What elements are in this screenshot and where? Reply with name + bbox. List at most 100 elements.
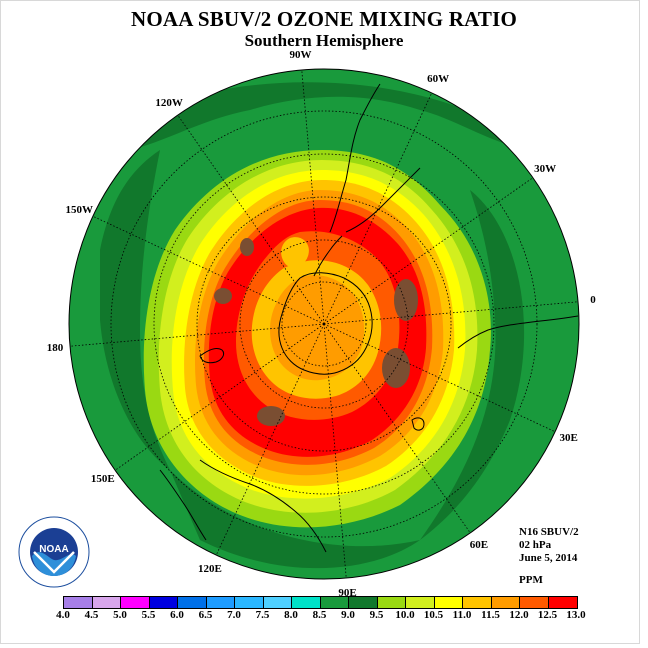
unit-label: PPM xyxy=(519,574,543,586)
colorbar-cell xyxy=(320,597,349,608)
lon-label-30e: 30E xyxy=(559,432,578,445)
meridian-150e xyxy=(114,323,325,471)
antarctic-peninsula-coast xyxy=(313,235,343,277)
map-title: NOAA SBUV/2 OZONE MIXING RATIO xyxy=(131,7,517,31)
globe-outline xyxy=(68,68,580,580)
colorbar-tick-label: 9.5 xyxy=(369,609,384,621)
colorbar-tick-label: 11.0 xyxy=(452,609,472,621)
colorbar-cell xyxy=(178,597,207,608)
lon-label-180: 180 xyxy=(46,341,64,354)
meridians xyxy=(69,69,579,579)
colorbar-cell xyxy=(263,597,292,608)
colorbar-cell xyxy=(121,597,150,608)
date-label: June 5, 2014 xyxy=(519,552,578,564)
colorbar-tick-label: 12.0 xyxy=(509,609,529,621)
colorbar-tick-label: 9.0 xyxy=(341,609,355,621)
colorbar-tick-label: 8.0 xyxy=(284,609,298,621)
region-dark-green-right xyxy=(420,190,525,540)
colorbar-cell xyxy=(520,597,549,608)
meridian-30w xyxy=(323,177,534,325)
meridian-60e xyxy=(323,323,471,534)
colorbar-tick-label: 8.5 xyxy=(312,609,327,621)
colorbar-cell xyxy=(377,597,406,608)
maximum-spot-2 xyxy=(214,288,232,304)
polar-core-11-0 xyxy=(281,237,309,268)
australia-coast-west xyxy=(159,469,207,541)
colorbar-tick-label: 4.0 xyxy=(56,609,70,621)
antarctica-coast xyxy=(278,272,373,375)
coastlines xyxy=(159,83,579,553)
lon-label-90w: 90W xyxy=(289,49,312,62)
region-dark-green-bottom xyxy=(170,470,420,569)
maximum-spot-3 xyxy=(394,279,418,321)
info-block: N16 SBUV/2 02 hPa June 5, 2014 xyxy=(519,526,579,565)
colorbar-tick-label: 11.5 xyxy=(481,609,500,621)
colorbar-cell xyxy=(434,597,463,608)
lon-label-150e: 150E xyxy=(90,472,115,485)
meridian-30e xyxy=(323,323,556,433)
colorbar-cell xyxy=(349,597,378,608)
colorbar-tick-label: 7.5 xyxy=(255,609,270,621)
colorbar-tick-label: 6.0 xyxy=(170,609,184,621)
latitude-ring-2 xyxy=(239,239,409,409)
maximum-spot-5 xyxy=(257,406,285,426)
new-zealand-coast xyxy=(199,347,225,364)
polar-core-11-5-inner xyxy=(270,275,365,381)
meridian-180 xyxy=(69,323,325,347)
colorbar-tick-label: 5.0 xyxy=(113,609,127,621)
meridian-120e xyxy=(215,323,325,556)
latitude-ring-5 xyxy=(110,110,538,538)
colorbar-cell xyxy=(235,597,264,608)
noaa-logo-text: NOAA xyxy=(39,544,68,555)
meridian-90w xyxy=(301,69,325,325)
maximum-spot-1 xyxy=(240,238,254,256)
colorbar-tick-label: 13.0 xyxy=(566,609,586,621)
colorbar-cell xyxy=(92,597,121,608)
colorbar-cell xyxy=(64,597,93,608)
colorbar-tick-label: 6.5 xyxy=(198,609,213,621)
south-america-coast xyxy=(329,83,381,233)
lon-label-60e: 60E xyxy=(469,539,489,552)
noaa-logo: NOAA xyxy=(18,516,90,588)
latitude-ring-3 xyxy=(196,196,452,452)
meridian-0 xyxy=(323,301,579,325)
colorbar-cell xyxy=(406,597,435,608)
region-dark-green-top xyxy=(130,82,540,150)
colorbar xyxy=(63,596,578,609)
south-america-coast-east xyxy=(345,167,421,233)
colorbar-cell xyxy=(149,597,178,608)
meridian-120w xyxy=(177,114,325,325)
graticule xyxy=(69,69,579,579)
colorbar-tick-label: 10.0 xyxy=(395,609,415,621)
meridian-150w xyxy=(92,215,325,325)
colorbar-tick-label: 12.5 xyxy=(537,609,558,621)
latitude-ring-1 xyxy=(281,281,367,367)
australia-coast xyxy=(199,459,327,553)
lon-label-120w: 120W xyxy=(155,96,183,109)
colorbar-tick-label: 7.0 xyxy=(227,609,241,621)
instrument-label: N16 SBUV/2 xyxy=(519,526,579,538)
colorbar-cell xyxy=(463,597,492,608)
lon-label-150w: 150W xyxy=(65,203,94,216)
lon-label-0: 0 xyxy=(590,294,596,307)
ozone-contours xyxy=(69,69,579,579)
pressure-level-label: 02 hPa xyxy=(519,539,552,551)
africa-coast xyxy=(457,315,579,349)
colorbar-cell xyxy=(491,597,520,608)
colorbar-tick-label: 10.5 xyxy=(423,609,444,621)
lon-label-120e: 120E xyxy=(197,562,222,575)
colorbar-tick-label: 5.5 xyxy=(141,609,156,621)
colorbar-cell xyxy=(292,597,321,608)
colorbar-cell xyxy=(548,597,577,608)
colorbar-cell xyxy=(206,597,235,608)
map-subtitle: Southern Hemisphere xyxy=(244,31,404,50)
region-dark-green-left xyxy=(100,150,170,470)
kerguelen-coast xyxy=(411,417,425,431)
colorbar-tick-label: 4.5 xyxy=(84,609,99,621)
meridian-90e xyxy=(323,323,347,579)
lon-label-30w: 30W xyxy=(534,163,557,176)
latitude-ring-4 xyxy=(153,153,495,495)
